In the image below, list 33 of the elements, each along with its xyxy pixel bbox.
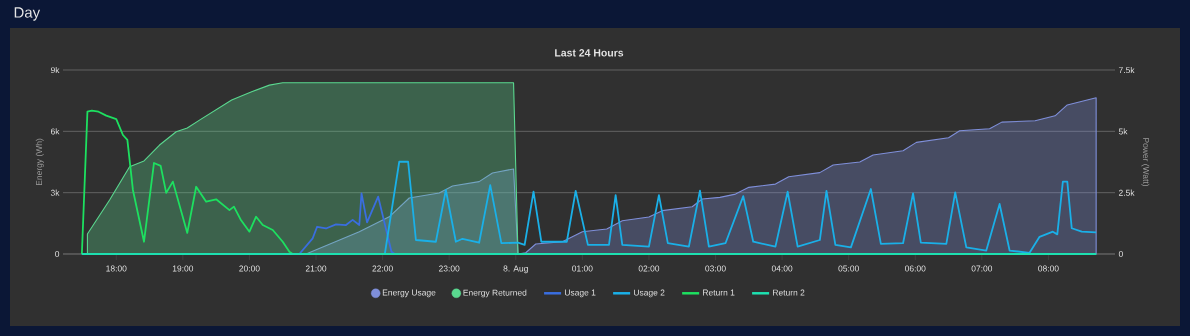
y-tick-label: 3k [50, 189, 60, 196]
x-tick-label: 20:00 [239, 265, 260, 272]
x-tick-label: 8. Aug [503, 265, 528, 274]
x-tick-label: 03:00 [705, 265, 726, 272]
x-tick-label: 22:00 [372, 265, 393, 272]
x-tick-label: 19:00 [172, 265, 194, 272]
text: Day [14, 7, 41, 21]
y2-tick-label: 7.5k [1118, 66, 1135, 74]
x-tick-label: 18:00 [106, 265, 127, 272]
y2-tick-label: 5k [1118, 128, 1128, 135]
y-tick-label: 0 [55, 251, 60, 257]
x-tick-label: 01:00 [572, 265, 593, 272]
x-tick-label: 05:00 [838, 265, 859, 272]
x-tick-label: 08:00 [1038, 265, 1059, 272]
y-tick-label: 6k [50, 128, 60, 135]
legend-label: Energy Usage [382, 289, 436, 298]
legend-label: Return 1 [703, 289, 735, 296]
x-tick-label: 02:00 [638, 265, 660, 272]
x-tick-label: 23:00 [439, 265, 460, 272]
chart-title: Last 24 Hours [555, 49, 624, 57]
y2-tick-label: 2.5k [1118, 189, 1135, 196]
x-tick-label: 04:00 [771, 265, 793, 272]
y2-axis-title: Power (Watt) [1141, 138, 1150, 187]
legend-label: Usage 2 [634, 289, 665, 298]
x-tick-label: 21:00 [305, 265, 327, 272]
legend-label: Return 2 [773, 289, 805, 296]
x-tick-label: 07:00 [971, 265, 993, 272]
y-axis-title: Energy (Wh) [35, 138, 44, 186]
y-tick-label: 9k [50, 66, 60, 74]
y2-tick-label: 0 [1118, 251, 1123, 257]
legend-label: Energy Returned [463, 289, 527, 298]
legend-label: Usage 1 [564, 289, 596, 298]
x-tick-label: 06:00 [905, 265, 926, 272]
